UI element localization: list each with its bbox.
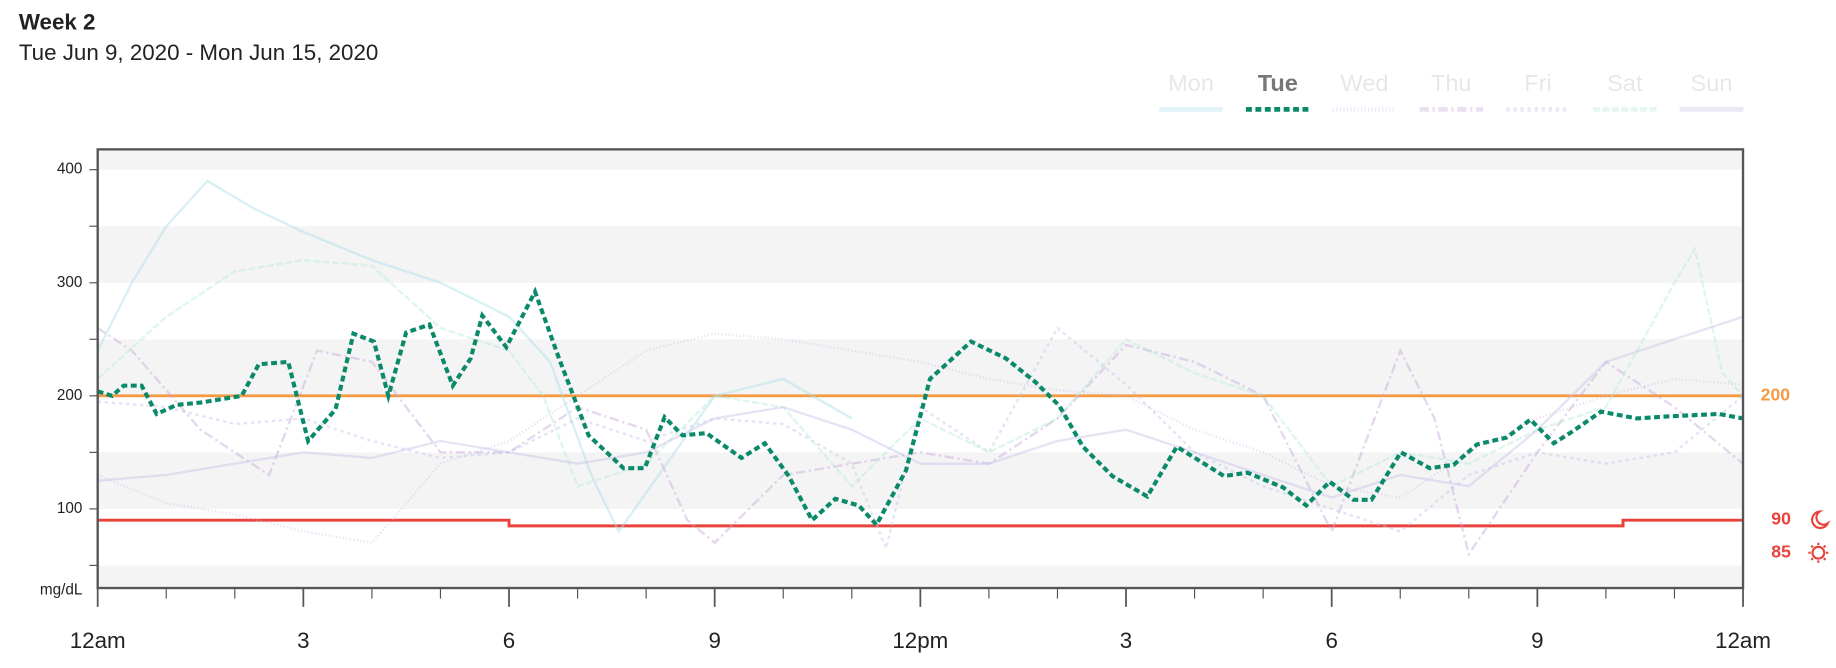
- chart-subtitle: Tue Jun 9, 2020 - Mon Jun 15, 2020: [19, 40, 379, 65]
- x-tick-label: 9: [1531, 628, 1543, 653]
- y-axis-label: mg/dL: [40, 581, 83, 598]
- legend-item[interactable]: Thu: [1419, 70, 1484, 112]
- x-tick-label: 3: [1120, 628, 1132, 653]
- legend-item[interactable]: Fri: [1506, 70, 1570, 112]
- plot-frame: [96, 148, 1745, 590]
- legend-label: Thu: [1431, 70, 1472, 96]
- high-target-label: 200: [1761, 384, 1791, 404]
- y-tick-label: 300: [57, 274, 83, 291]
- sun-ray: [1810, 544, 1814, 549]
- legend-item[interactable]: Tue: [1246, 70, 1310, 112]
- series-line: [96, 245, 1744, 489]
- legend-item[interactable]: Sat: [1592, 70, 1657, 112]
- x-tick-label: 12pm: [892, 628, 948, 653]
- sun-ray: [1810, 557, 1814, 561]
- legend-label: Tue: [1258, 70, 1298, 96]
- low-target-line: [97, 518, 1744, 528]
- series-line: [96, 179, 853, 534]
- chart-title: Week 2: [19, 9, 96, 34]
- legend-label: Sun: [1691, 70, 1733, 96]
- moon-icon: [1811, 510, 1831, 530]
- series-line: [97, 286, 1744, 529]
- band: [97, 565, 1744, 589]
- band: [97, 452, 1744, 509]
- legend-label: Mon: [1168, 70, 1214, 96]
- y-tick-label: 200: [57, 387, 83, 404]
- band: [97, 339, 1744, 396]
- legend-label: Sat: [1607, 70, 1643, 96]
- x-tick-label: 12am: [70, 628, 126, 653]
- band: [97, 226, 1744, 283]
- low-day-label: 85: [1771, 541, 1791, 561]
- series-line: [97, 327, 1744, 558]
- band: [97, 149, 1744, 170]
- x-tick-label: 3: [297, 628, 309, 653]
- legend-label: Fri: [1524, 70, 1551, 96]
- plot-lines: [96, 179, 1744, 558]
- legend-item[interactable]: Sun: [1679, 70, 1744, 112]
- legend-item[interactable]: Mon: [1159, 70, 1223, 112]
- sun-ray: [1823, 557, 1827, 561]
- x-tick-label: 12am: [1715, 628, 1771, 653]
- series-line: [97, 326, 1744, 553]
- x-tick-label: 6: [1325, 628, 1337, 653]
- legend-label: Wed: [1341, 70, 1389, 96]
- sun-icon: [1811, 545, 1826, 560]
- y-tick-label: 400: [57, 161, 83, 178]
- low-night-label: 90: [1771, 508, 1791, 528]
- sun-ray: [1823, 544, 1827, 549]
- x-tick-label: 9: [708, 628, 720, 653]
- series-line: [97, 315, 1744, 499]
- legend-item[interactable]: Wed: [1332, 70, 1397, 112]
- y-tick-label: 100: [57, 500, 83, 517]
- x-tick-label: 6: [503, 628, 515, 653]
